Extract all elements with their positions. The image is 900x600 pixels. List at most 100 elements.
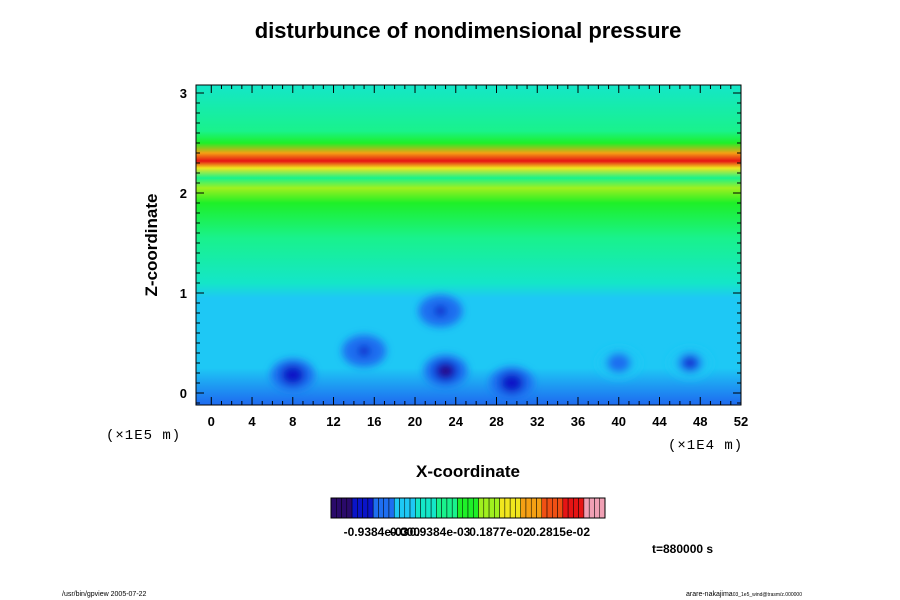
colorbar-cell-14	[404, 497, 411, 519]
x-tick-label-6: 24	[449, 414, 464, 429]
x-tick-label-0: 0	[208, 414, 215, 429]
x-tick-label-2: 8	[289, 414, 296, 429]
colorbar-cell-42	[552, 497, 558, 519]
colorbar-cell-11	[388, 497, 395, 519]
footer-left: /usr/bin/gpview 2005-07-22	[62, 591, 147, 598]
chart-title: disturbunce of nondimensional pressure	[255, 18, 682, 43]
colorbar-cell-10	[383, 497, 390, 519]
x-tick-label-13: 52	[734, 414, 748, 429]
colorbar-cell-28	[478, 497, 485, 519]
x-tick-label-5: 20	[408, 414, 422, 429]
colorbar-cell-43	[557, 497, 564, 519]
colorbar-cell-6	[362, 497, 369, 519]
colorbar-cell-45	[567, 497, 574, 519]
colorbar-cell-50	[594, 497, 600, 519]
x-tick-label-10: 40	[612, 414, 626, 429]
x-tick-label-9: 36	[571, 414, 585, 429]
x-axis-title: X-coordinate	[416, 462, 520, 481]
colorbar-cell-29	[483, 497, 490, 519]
x-unit-label: (×1E4 m)	[668, 438, 743, 454]
colorbar-cell-30	[488, 497, 495, 519]
footer-right-sub: 03_1e5_wind@trasm/z.000000	[733, 592, 803, 598]
x-tick-label-1: 4	[248, 414, 256, 429]
colorbar-label-1: 0.000	[390, 525, 420, 539]
minimum-center-2	[439, 366, 452, 376]
colorbar-cell-20	[436, 497, 442, 519]
colorbar-cell-19	[430, 497, 437, 519]
minimum-center-0	[286, 370, 299, 380]
x-tick-label-4: 16	[367, 414, 381, 429]
colorbar-cell-16	[415, 497, 421, 519]
colorbar-cell-8	[372, 497, 379, 519]
time-label: t=880000 s	[652, 542, 713, 556]
x-tick-label-3: 12	[326, 414, 340, 429]
colorbar-cell-7	[367, 497, 374, 519]
x-tick-label-7: 28	[489, 414, 503, 429]
colorbar-cell-37	[525, 497, 532, 519]
colorbar-cell-39	[536, 497, 543, 519]
minimum-center-3	[505, 378, 518, 388]
colorbar-cell-32	[499, 497, 506, 519]
minimum-center-4	[434, 306, 447, 316]
colorbar-cell-22	[446, 497, 453, 519]
colorbar-cell-0	[330, 497, 337, 519]
plot-frame	[195, 84, 742, 406]
colorbar-cell-41	[546, 497, 553, 519]
field-background	[196, 85, 741, 405]
y-axis-title: Z-coordinate	[142, 194, 161, 297]
y-tick-label-2: 2	[180, 186, 187, 201]
colorbar-cell-51	[599, 497, 606, 519]
pressure-minima	[270, 295, 713, 399]
colorbar-label-0: -0.9384e-03	[344, 525, 409, 539]
colorbar-cell-17	[420, 497, 427, 519]
colorbar-cell-27	[473, 497, 479, 519]
colorbar-cell-31	[494, 497, 500, 519]
x-axis-ticks: 0 4 8 12 16 20 24 28 32 36 40 44 48 52	[208, 85, 748, 429]
minimum-center-6	[684, 358, 697, 368]
colorbar-label-2: 0.9384e-03	[410, 525, 471, 539]
colorbar-cell-21	[441, 497, 448, 519]
colorbar-label-3: 0.1877e-02	[469, 525, 530, 539]
footer-right-main: arare-nakajima	[686, 591, 733, 598]
colorbar-cell-5	[357, 497, 363, 519]
colorbar-label-4: 0.2815e-02	[529, 525, 590, 539]
minimum-center-1	[358, 346, 371, 356]
colorbar-cell-40	[541, 497, 548, 519]
colorbar-cell-47	[578, 497, 585, 519]
colorbar-cell-2	[341, 497, 348, 519]
y-axis-ticks: 0 1 2 3	[180, 86, 741, 404]
y-tick-label-0: 0	[180, 386, 187, 401]
colorbar-cell-49	[588, 497, 595, 519]
minimum-center-5	[612, 358, 625, 368]
colorbar-cell-48	[583, 497, 590, 519]
colorbar-cell-3	[346, 497, 353, 519]
colorbar-cell-46	[573, 497, 579, 519]
colorbar-cell-4	[351, 497, 358, 519]
colorbar-cell-9	[378, 497, 384, 519]
colorbar-cell-36	[520, 497, 527, 519]
colorbar-cell-18	[425, 497, 432, 519]
colorbar-cell-34	[509, 497, 516, 519]
colorbar-cell-44	[562, 497, 569, 519]
x-tick-label-11: 44	[652, 414, 667, 429]
colorbar-cell-1	[336, 497, 342, 519]
colorbar-cell-26	[467, 497, 474, 519]
colorbar-cell-24	[457, 497, 463, 519]
y-tick-label-3: 3	[180, 86, 187, 101]
colorbar-cell-38	[530, 497, 537, 519]
colorbar-cell-33	[504, 497, 511, 519]
x-tick-label-8: 32	[530, 414, 544, 429]
colorbar-labels: -0.9384e-030.0000.9384e-030.1877e-02 0.28…	[344, 525, 591, 539]
colorbar-cell-12	[393, 497, 400, 519]
x-tick-label-12: 48	[693, 414, 707, 429]
colorbar	[330, 497, 606, 519]
y-tick-label-1: 1	[180, 286, 187, 301]
colorbar-cell-35	[515, 497, 521, 519]
colorbar-cell-13	[399, 497, 406, 519]
colorbar-cell-23	[451, 497, 458, 519]
colorbar-cell-25	[462, 497, 469, 519]
footer-right: arare-nakajima03_1e5_wind@trasm/z.000000	[686, 591, 802, 598]
colorbar-frame	[330, 497, 606, 519]
colorbar-cell-15	[409, 497, 416, 519]
